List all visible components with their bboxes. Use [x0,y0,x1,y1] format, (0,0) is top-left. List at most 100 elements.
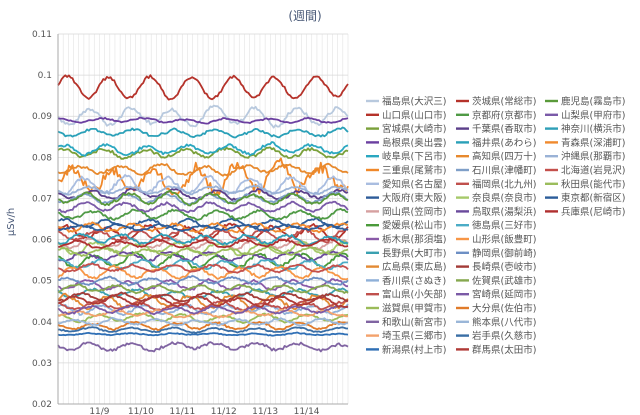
legend-entry: 東京都(新宿区) [561,192,625,204]
y-tick-label: 0.05 [32,277,52,287]
series-line [57,237,349,250]
legend-entry: 兵庫県(尼崎市) [561,206,625,218]
y-tick-label: 0.08 [32,153,52,163]
legend-entry: 奈良県(奈良市) [472,192,536,204]
series-line [57,299,349,312]
series-lines [57,74,349,353]
legend-entry: 宮崎県(延岡市) [472,289,536,301]
legend-entry: 秋田県(能代市) [561,178,625,190]
legend-entry: 熊本県(八代市) [472,316,536,328]
legend-entry: 三重県(尾鷲市) [382,165,446,177]
series-line [57,189,349,207]
x-tick-label: 11/10 [128,407,154,415]
legend-entry: 茨城県(常総市) [472,96,536,108]
series-line [57,320,349,332]
y-tick-label: 0.02 [32,400,52,410]
series-line [57,308,349,319]
y-tick-label: 0.03 [32,359,52,369]
legend-entry: 岡山県(笠岡市) [382,206,446,218]
legend-entry: 山口県(山口市) [382,109,446,121]
series-line [57,200,349,214]
y-axis-label: μSv/h [6,208,17,236]
legend: 福島県(大沢三)山口県(山口市) 宮城県(大崎市) 島根県(奥出雲) 岐阜県(下呂市)… [366,96,625,356]
series-line [57,157,349,197]
axes: 0.02 0.03 0.04 0.05 0.06 0.07 0.08 0.09 0.1 0.11 1… [32,30,348,415]
y-tick-label: 0.1 [38,71,52,81]
legend-entry: 愛媛県(松山市) [382,220,446,232]
series-line [57,74,349,101]
y-tick-label: 0.09 [32,112,52,122]
y-tick-label: 0.06 [32,236,52,246]
legend-entry: 石川県(津幡町) [472,165,536,177]
series-line [57,304,349,316]
series-line [57,316,349,327]
series-line [57,287,349,300]
y-tick-label: 0.07 [32,194,52,204]
series-line [57,104,349,129]
legend-entry: 香川県(さぬき) [382,276,446,287]
legend-entry: 岐阜県(下呂市) [382,151,446,163]
legend-entry: 滋賀県(甲賀市) [382,303,446,315]
series-line [57,341,349,353]
legend-entry: 山梨県(甲府市) [561,109,625,121]
chart-title: (週間) [288,9,321,23]
legend-entry: 福岡県(北九州) [472,178,536,190]
legend-entry: 和歌山(新宮市) [382,316,446,328]
series-line [57,283,349,295]
series-line [57,221,349,234]
x-tick-label: 11/14 [294,407,320,415]
x-tick-label: 11/9 [89,407,109,415]
series-line [57,292,349,311]
legend-entry: 島根県(奥出雲) [382,137,446,149]
legend-entry: 長野県(大町市) [382,247,446,259]
legend-entry: 静岡県(御前崎) [472,247,536,259]
y-tick-label: 0.04 [32,318,52,328]
legend-entry: 福井県(あわら) [472,137,536,149]
legend-entry: 愛知県(名古屋) [382,178,446,190]
legend-entry: 山形県(飯豊町) [472,234,536,246]
legend-entry: 鳥取県(湯梨浜) [472,206,536,218]
legend-entry: 青森県(深浦町) [561,137,625,149]
series-line [57,222,349,232]
legend-entry: 宮城県(大崎市) [382,123,446,135]
series-line [57,126,349,139]
series-line [57,146,349,160]
legend-entry: 鹿児島(霧島市) [561,96,625,108]
legend-entry: 岩手県(久慈市) [472,330,536,342]
legend-entry: 大分県(佐伯市) [472,303,536,315]
legend-entry: 新潟県(村上市) [382,344,446,356]
legend-entry: 埼玉県(三郷市) [382,330,446,342]
legend-entry: 京都府(京都市) [472,109,536,121]
series-line [57,173,349,198]
legend-entry: 佐賀県(武雄市) [472,275,536,287]
legend-entry: 沖縄県(那覇市) [561,151,625,163]
series-line [57,275,349,287]
series-line [57,232,349,247]
legend-entry: 長崎県(壱岐市) [472,261,536,273]
legend-entry: 徳島県(三好市) [472,220,536,232]
legend-entry: 群馬県(太田市) [472,344,536,356]
legend-entry: 福島県(大沢三) [382,96,446,108]
series-line [57,162,349,177]
x-tick-label: 11/12 [211,407,237,415]
series-line [57,184,349,196]
legend-entry: 栃木県(那須塩) [382,234,446,246]
legend-entry: 神奈川(横浜市) [561,123,625,135]
series-line [57,294,349,308]
series-line [57,116,349,125]
series-line [57,331,349,337]
legend-entry: 北海道(岩見沢) [561,165,625,177]
series-line [57,262,349,274]
legend-entry: 富山県(小矢部) [382,289,446,301]
legend-entry: 高知県(四万十) [472,151,536,163]
legend-entry: 広島県(東広島) [382,261,446,273]
x-tick-label: 11/11 [169,407,195,415]
x-tick-label: 11/13 [252,407,278,415]
series-line [57,250,349,263]
series-line [57,326,348,335]
legend-entry: 大阪府(東大阪) [382,192,446,204]
y-tick-label: 0.11 [32,30,52,40]
series-line [57,141,349,157]
